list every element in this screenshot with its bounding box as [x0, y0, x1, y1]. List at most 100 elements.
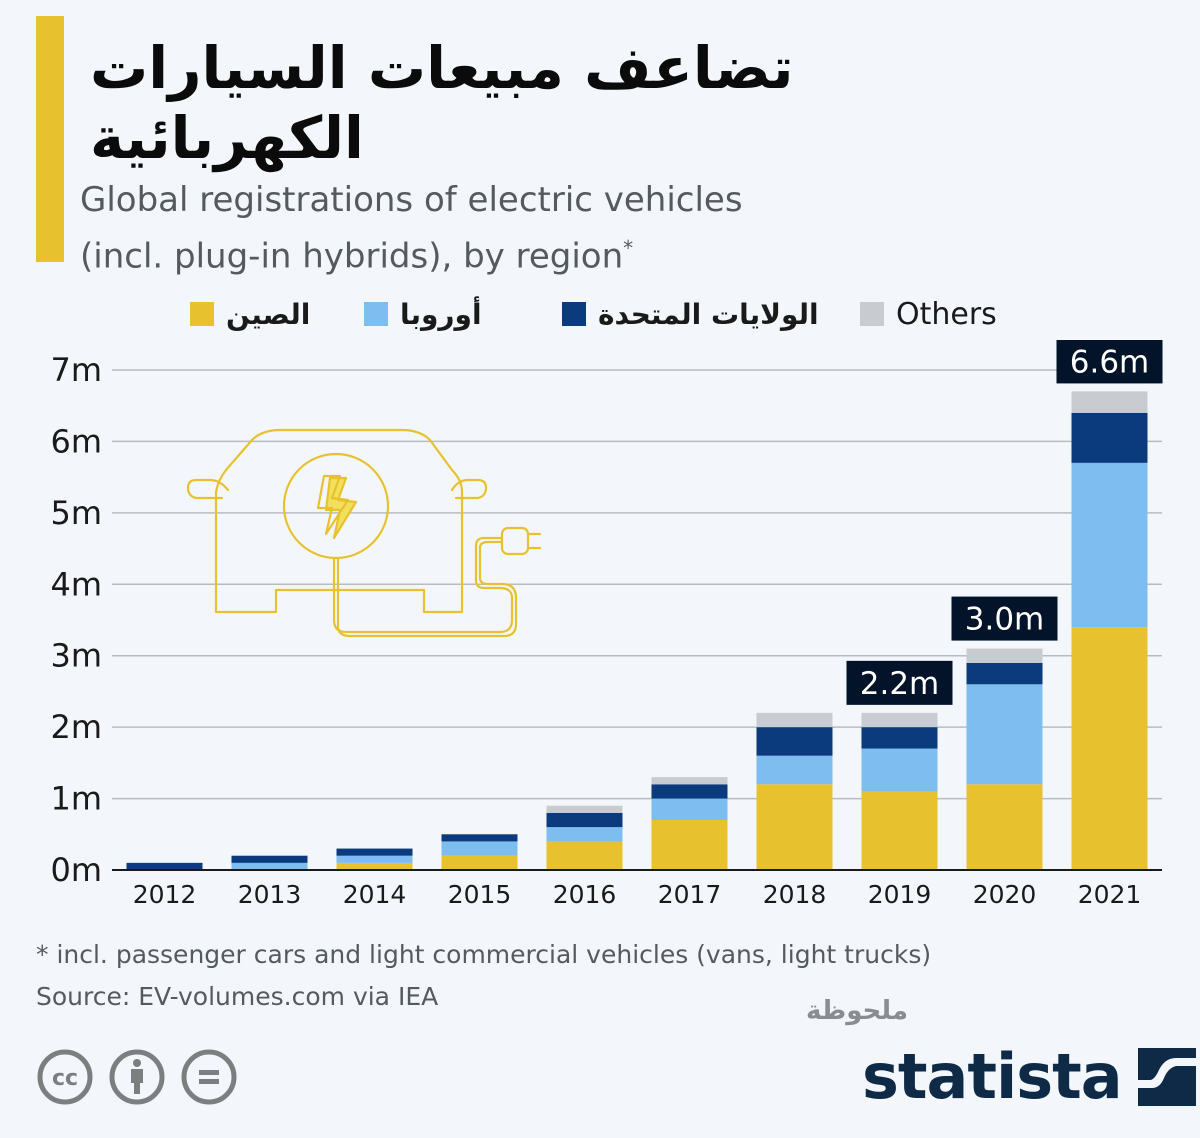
bar-segment-china	[336, 862, 413, 870]
bar-stack-2018	[756, 712, 833, 870]
total-label-box	[951, 596, 1058, 641]
x-tick-label: 2012	[133, 880, 197, 909]
bar-segment-us	[231, 855, 308, 863]
y-tick-label: 4m	[50, 565, 102, 603]
bar-segment-others	[651, 777, 728, 785]
legend-label-others: Others	[896, 296, 997, 332]
bar-segment-us	[651, 784, 728, 799]
bar-segment-europe	[861, 748, 938, 792]
y-tick-label: 2m	[50, 708, 102, 746]
total-label-text: 2.2m	[860, 666, 940, 702]
bar-segment-europe	[966, 684, 1043, 785]
legend-item-europe: أوروبا	[364, 294, 482, 334]
x-axis-ticks: 2012 2013 2014 2015 2016 2017 2018 2019 2020 2021	[133, 880, 1142, 909]
bar-stack-2016	[546, 805, 623, 870]
subtitle-line-2: (incl. plug-in hybrids), by region	[80, 236, 624, 277]
x-tick-label: 2021	[1078, 880, 1142, 909]
cc-icon[interactable]: cc	[36, 1048, 94, 1106]
bar-segment-us	[336, 848, 413, 856]
bar-stack-2020	[966, 648, 1043, 870]
statista-mark-icon	[1137, 1047, 1196, 1106]
y-tick-label: 0m	[50, 851, 102, 889]
bar-stack-2015	[441, 834, 518, 870]
bars	[126, 391, 1148, 870]
bar-segment-others	[966, 648, 1043, 663]
chart-title: تضاعف مبيعات السيارات الكهربائية	[90, 34, 794, 172]
bar-segment-europe	[441, 841, 518, 856]
y-tick-label: 5m	[50, 494, 102, 532]
bar-segment-china	[966, 784, 1043, 870]
accent-bar	[36, 16, 64, 262]
note-label: ملحوظة	[806, 996, 909, 1026]
bar-segment-others	[861, 712, 938, 728]
legend-label-europe: أوروبا	[400, 297, 482, 331]
subtitle-marker: *	[623, 236, 634, 260]
bar-segment-china	[546, 841, 623, 870]
bar-stack-2012	[126, 862, 203, 870]
x-tick-label: 2017	[658, 880, 722, 909]
y-tick-label: 7m	[50, 351, 102, 389]
svg-text:cc: cc	[52, 1066, 78, 1091]
footnote: * incl. passenger cars and light commerc…	[36, 940, 932, 969]
total-label-text: 3.0m	[965, 602, 1045, 638]
bar-segment-us	[1071, 412, 1148, 463]
total-annotations: 2.2m 3.0m 6.6m	[846, 340, 1163, 705]
legend-swatch-europe	[364, 302, 388, 326]
bar-segment-europe	[1071, 462, 1148, 628]
x-tick-label: 2020	[973, 880, 1037, 909]
bar-segment-us	[861, 727, 938, 749]
bar-segment-others	[1071, 391, 1148, 413]
bar-segment-china	[861, 791, 938, 870]
bar-segment-others	[756, 712, 833, 728]
y-axis-ticks: 0m 1m 2m 3m 4m 5m 6m 7m	[50, 351, 102, 889]
y-tick-label: 6m	[50, 422, 102, 460]
legend-label-china: الصين	[226, 297, 311, 331]
total-label-box	[846, 660, 953, 705]
bar-segment-europe	[546, 827, 623, 842]
bar-segment-europe	[231, 862, 308, 870]
brand-name: statista	[862, 1040, 1123, 1113]
y-tick-label: 3m	[50, 637, 102, 675]
source: Source: EV-volumes.com via IEA	[36, 982, 439, 1011]
bar-segment-china	[651, 820, 728, 870]
legend-label-us: الولايات المتحدة	[598, 297, 819, 331]
bar-segment-others	[546, 805, 623, 813]
bar-segment-china	[756, 784, 833, 870]
x-tick-label: 2018	[763, 880, 827, 909]
bar-stack-2014	[336, 848, 413, 870]
no-derivatives-icon[interactable]	[180, 1048, 238, 1106]
total-label-2020: 3.0m	[951, 596, 1058, 641]
bar-segment-china	[1071, 627, 1148, 870]
total-label-2019: 2.2m	[846, 660, 953, 705]
legend: الصين أوروبا الولايات المتحدة Others	[190, 294, 1020, 334]
bar-stack-2019	[861, 712, 938, 870]
total-label-text: 6.6m	[1070, 344, 1150, 380]
x-tick-label: 2015	[448, 880, 512, 909]
chart-subtitle: Global registrations of electric vehicle…	[80, 176, 743, 280]
legend-item-us: الولايات المتحدة	[562, 294, 819, 334]
bar-segment-us	[546, 812, 623, 828]
bar-stack-2013	[231, 855, 308, 870]
bar-segment-europe	[336, 855, 413, 863]
y-tick-label: 1m	[50, 780, 102, 818]
attribution-icon[interactable]	[108, 1048, 166, 1106]
x-tick-label: 2016	[553, 880, 617, 909]
bar-stack-2017	[651, 777, 728, 870]
bar-segment-europe	[756, 755, 833, 785]
x-tick-label: 2019	[868, 880, 932, 909]
x-tick-label: 2014	[343, 880, 407, 909]
statista-logo[interactable]: statista	[862, 1040, 1196, 1113]
bar-segment-us	[441, 834, 518, 842]
legend-swatch-china	[190, 302, 214, 326]
footnote-block: * incl. passenger cars and light commerc…	[36, 934, 931, 1018]
bar-segment-europe	[651, 798, 728, 820]
bar-segment-us	[126, 862, 203, 870]
legend-item-china: الصين	[190, 294, 310, 334]
bar-segment-us	[966, 662, 1043, 685]
legend-item-others: Others	[860, 294, 997, 334]
subtitle-line-1: Global registrations of electric vehicle…	[80, 180, 743, 220]
bar-segment-us	[756, 727, 833, 756]
bar-segment-china	[441, 855, 518, 870]
license-icons: cc	[36, 1048, 238, 1106]
